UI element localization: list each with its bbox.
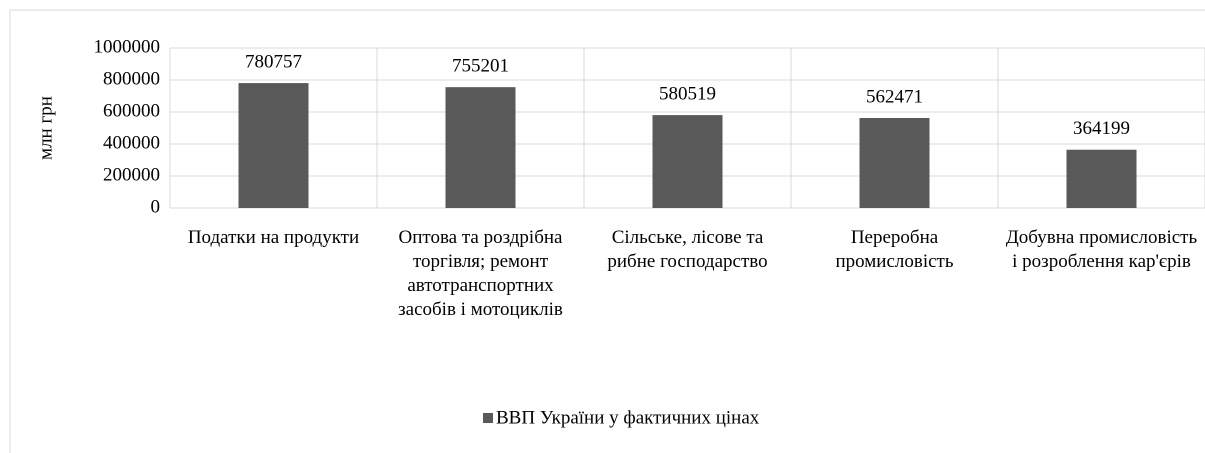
x-tick-label: Добувна промисловість і розроблення кар'…: [1005, 227, 1198, 272]
data-label: 755201: [452, 56, 509, 77]
chart-border: [9, 9, 1205, 453]
data-label: 364199: [1073, 118, 1130, 139]
bar: [238, 83, 309, 208]
legend-label: ВВП України у фактичних цінах: [496, 407, 760, 428]
y-tick-label: 600000: [103, 100, 160, 121]
y-tick-label: 200000: [103, 164, 160, 185]
data-label: 562471: [866, 86, 923, 107]
y-tick-label: 0: [151, 196, 161, 217]
bar: [445, 87, 516, 208]
bar: [652, 115, 723, 208]
y-tick-label: 400000: [103, 132, 160, 153]
bar: [1066, 149, 1137, 208]
y-axis-label: млн грн: [35, 96, 56, 160]
data-label: 780757: [245, 51, 302, 72]
data-label: 580519: [659, 83, 716, 104]
x-tick-label: Переробна промисловість: [835, 227, 954, 272]
x-tick-label: Оптова та роздрібна торгівля; ремонт авт…: [398, 227, 563, 320]
y-tick-label: 1000000: [94, 36, 161, 57]
legend-swatch: [483, 413, 493, 423]
bar: [859, 118, 930, 208]
x-tick-label: Податки на продукти: [187, 227, 360, 248]
y-tick-label: 800000: [103, 68, 160, 89]
x-tick-label: Сільське, лісове та рибне господарство: [607, 227, 768, 272]
